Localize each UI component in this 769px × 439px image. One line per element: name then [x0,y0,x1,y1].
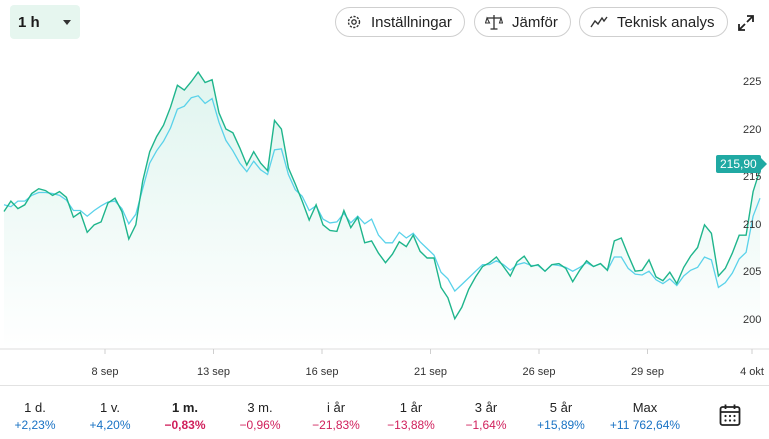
chevron-down-icon [63,20,71,25]
period-label: 3 m. [247,400,273,415]
period-label: 1 v. [100,400,120,415]
expand-icon[interactable] [736,13,756,33]
x-tick-label: 29 sep [630,366,665,378]
interval-select[interactable]: 1 h [10,5,80,39]
y-tick-label: 215 [743,171,762,184]
period-label: 5 år [549,400,573,415]
price-chart [0,70,769,354]
x-tick-label: 26 sep [522,366,556,378]
x-tick-label: 4 okt [740,366,764,378]
x-tick-label: 13 sep [196,366,231,378]
divider [0,385,769,386]
period-change: +11 762,64% [609,418,681,432]
period-option[interactable]: 1 v. +4,20% [73,400,147,433]
x-tick-label: 16 sep [305,366,339,378]
y-tick-label: 205 [743,266,762,279]
price-area [4,72,760,349]
settings-label: Inställningar [371,13,452,31]
period-change: −13,88% [387,418,435,432]
period-label: 1 m. [171,400,198,415]
period-option[interactable]: Max +11 762,64% [608,400,682,433]
period-label: 3 år [474,400,498,415]
period-change: +4,20% [89,418,131,432]
period-label: Max [632,400,658,415]
x-tick-label: 8 sep [91,366,119,378]
compare-label: Jämför [512,13,558,31]
period-label: 1 år [399,400,423,415]
period-change: +2,23% [14,418,56,432]
period-label: 1 d. [24,400,46,415]
period-option[interactable]: 5 år +15,89% [524,400,598,433]
settings-button[interactable]: Inställningar [335,7,465,37]
gear-icon [347,15,361,29]
comparison-series-line [3,95,761,293]
y-tick-label: 220 [743,123,762,136]
period-change: +15,89% [537,418,585,432]
period-option[interactable]: 3 m. −0,96% [223,400,297,433]
x-tick-label: 21 sep [413,366,448,378]
period-change: −21,83% [312,418,360,432]
y-tick-label: 225 [743,76,762,89]
scale-icon [485,15,503,30]
y-tick-label: 210 [743,218,762,231]
technical-analysis-label: Teknisk analys [617,13,715,31]
period-option[interactable]: 1 år −13,88% [374,400,448,433]
period-change: −1,64% [465,418,507,432]
calendar-icon[interactable] [719,403,741,427]
technical-analysis-button[interactable]: Teknisk analys [579,7,728,37]
period-option[interactable]: i år −21,83% [299,400,373,433]
period-option[interactable]: 3 år −1,64% [449,400,523,433]
period-change: −0,83% [164,418,206,432]
y-tick-label: 200 [743,313,762,326]
period-option[interactable]: 1 m. −0,83% [148,400,222,433]
line-chart-icon [590,16,608,28]
period-option[interactable]: 1 d. +2,23% [0,400,72,433]
interval-value: 1 h [18,13,40,31]
period-label: i år [326,400,346,415]
x-tick-marks [104,349,753,354]
current-price-tag: 215,90 [716,155,767,173]
compare-button[interactable]: Jämför [474,7,571,37]
period-change: −0,96% [239,418,281,432]
price-series-line [3,70,761,321]
